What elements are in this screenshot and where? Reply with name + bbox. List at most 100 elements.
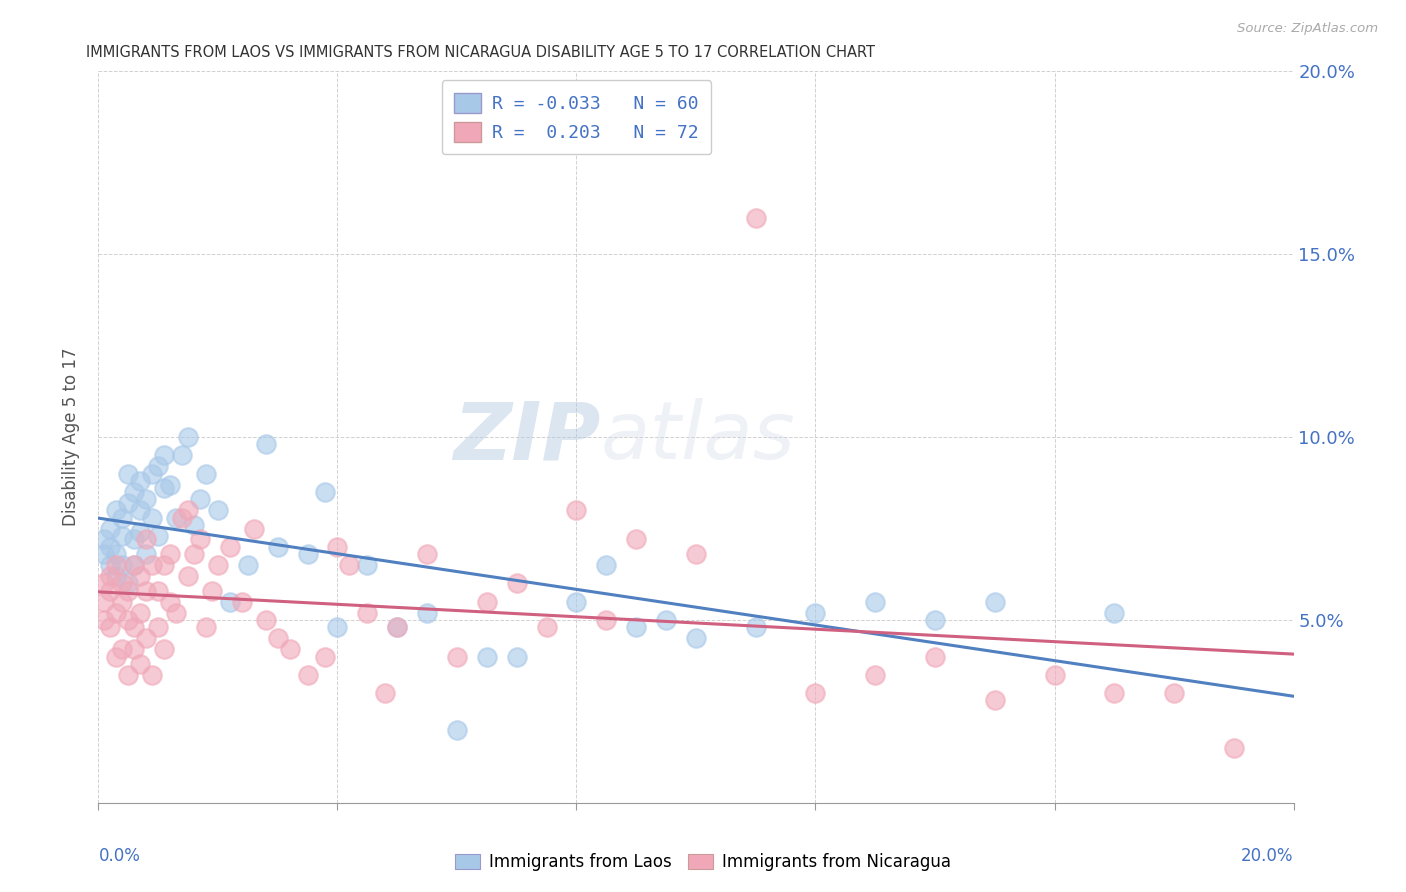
- Point: [105, 569, 128, 583]
- Point: [153, 481, 176, 495]
- Point: [188, 492, 211, 507]
- Point: [475, 649, 498, 664]
- Point: [356, 606, 378, 620]
- Point: [231, 594, 253, 608]
- Point: [159, 477, 181, 491]
- Point: [93, 533, 115, 547]
- Point: [924, 613, 946, 627]
- Point: [219, 540, 242, 554]
- Point: [98, 558, 122, 573]
- Point: [201, 583, 224, 598]
- Point: [98, 583, 122, 598]
- Point: [111, 594, 134, 608]
- Point: [124, 620, 146, 634]
- Point: [924, 649, 946, 664]
- Point: [804, 606, 827, 620]
- Point: [297, 667, 319, 681]
- Point: [315, 485, 337, 500]
- Point: [745, 211, 768, 225]
- Point: [565, 503, 588, 517]
- Point: [159, 594, 181, 608]
- Point: [117, 667, 139, 681]
- Legend: R = -0.033   N = 60, R =  0.203   N = 72: R = -0.033 N = 60, R = 0.203 N = 72: [441, 80, 711, 154]
- Point: [267, 540, 290, 554]
- Point: [111, 510, 134, 524]
- Point: [446, 723, 468, 737]
- Point: [475, 594, 498, 608]
- Point: [243, 521, 266, 535]
- Point: [254, 437, 277, 451]
- Point: [129, 474, 152, 488]
- Point: [865, 667, 887, 681]
- Point: [172, 448, 194, 462]
- Point: [117, 467, 139, 481]
- Point: [236, 558, 259, 573]
- Point: [111, 558, 134, 573]
- Point: [207, 503, 229, 517]
- Point: [117, 496, 139, 510]
- Text: atlas: atlas: [600, 398, 796, 476]
- Point: [153, 448, 176, 462]
- Point: [93, 547, 115, 561]
- Point: [93, 594, 115, 608]
- Point: [124, 558, 146, 573]
- Point: [267, 632, 290, 646]
- Point: [148, 583, 170, 598]
- Point: [984, 594, 1007, 608]
- Legend: Immigrants from Laos, Immigrants from Nicaragua: Immigrants from Laos, Immigrants from Ni…: [447, 845, 959, 880]
- Point: [98, 620, 122, 634]
- Point: [183, 547, 205, 561]
- Point: [117, 613, 139, 627]
- Point: [129, 525, 152, 540]
- Point: [135, 547, 157, 561]
- Point: [416, 606, 439, 620]
- Point: [1163, 686, 1185, 700]
- Point: [1104, 606, 1126, 620]
- Point: [595, 558, 617, 573]
- Point: [153, 642, 176, 657]
- Point: [506, 576, 529, 591]
- Point: [685, 632, 707, 646]
- Point: [135, 583, 157, 598]
- Point: [804, 686, 827, 700]
- Point: [1043, 667, 1066, 681]
- Point: [98, 569, 122, 583]
- Point: [626, 533, 648, 547]
- Point: [188, 533, 211, 547]
- Point: [655, 613, 678, 627]
- Point: [626, 620, 648, 634]
- Point: [105, 558, 128, 573]
- Y-axis label: Disability Age 5 to 17: Disability Age 5 to 17: [62, 348, 80, 526]
- Text: Source: ZipAtlas.com: Source: ZipAtlas.com: [1237, 22, 1378, 36]
- Point: [339, 558, 361, 573]
- Point: [374, 686, 396, 700]
- Text: IMMIGRANTS FROM LAOS VS IMMIGRANTS FROM NICARAGUA DISABILITY AGE 5 TO 17 CORRELA: IMMIGRANTS FROM LAOS VS IMMIGRANTS FROM …: [87, 45, 876, 61]
- Point: [595, 613, 617, 627]
- Point: [565, 594, 588, 608]
- Point: [141, 467, 163, 481]
- Point: [129, 657, 152, 671]
- Point: [165, 606, 187, 620]
- Point: [117, 583, 139, 598]
- Point: [141, 510, 163, 524]
- Point: [117, 576, 139, 591]
- Point: [129, 606, 152, 620]
- Point: [124, 642, 146, 657]
- Point: [177, 430, 200, 444]
- Point: [148, 529, 170, 543]
- Point: [326, 620, 349, 634]
- Point: [195, 620, 218, 634]
- Point: [416, 547, 439, 561]
- Point: [177, 569, 200, 583]
- Point: [93, 576, 115, 591]
- Point: [105, 649, 128, 664]
- Point: [385, 620, 409, 634]
- Point: [183, 517, 205, 532]
- Point: [129, 569, 152, 583]
- Point: [984, 693, 1007, 707]
- Point: [207, 558, 229, 573]
- Point: [141, 558, 163, 573]
- Point: [297, 547, 319, 561]
- Point: [141, 667, 163, 681]
- Point: [159, 547, 181, 561]
